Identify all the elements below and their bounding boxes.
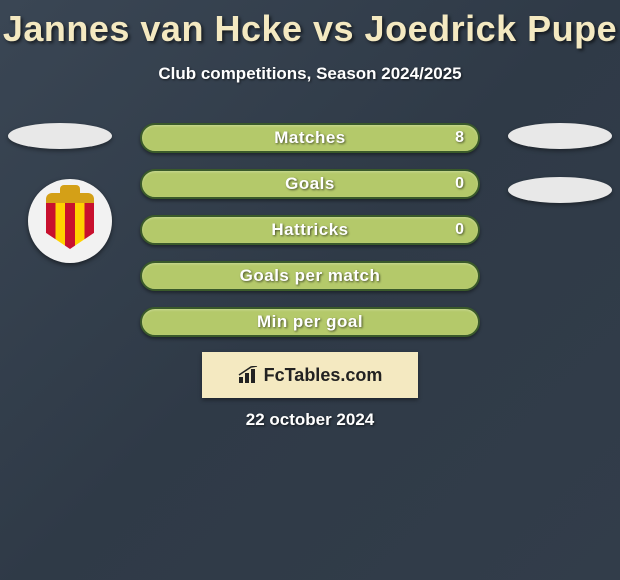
stat-bar-min-per-goal: Min per goal [140,307,480,337]
club-crest [28,179,112,263]
stat-bar-hattricks: Hattricks 0 [140,215,480,245]
brand-box: FcTables.com [202,352,418,398]
stat-value: 0 [455,175,464,193]
stat-label: Goals per match [240,266,381,286]
stat-bar-matches: Matches 8 [140,123,480,153]
player-slot-right-2 [508,177,612,203]
stat-label: Min per goal [257,312,363,332]
player-slot-left [8,123,112,149]
stat-bar-goals-per-match: Goals per match [140,261,480,291]
stat-label: Matches [274,128,346,148]
stat-label: Hattricks [271,220,348,240]
player-slot-right-1 [508,123,612,149]
bar-chart-icon [238,366,260,384]
shield-icon [46,193,94,249]
stat-value: 0 [455,221,464,239]
stat-label: Goals [285,174,335,194]
stats-bars: Matches 8 Goals 0 Hattricks 0 Goals per … [140,123,480,353]
stat-value: 8 [455,129,464,147]
page-title: Jannes van Hcke vs Joedrick Pupe [0,0,620,50]
date-label: 22 october 2024 [0,410,620,430]
brand-label: FcTables.com [264,365,383,386]
brand-text: FcTables.com [238,365,383,386]
stat-bar-goals: Goals 0 [140,169,480,199]
subtitle: Club competitions, Season 2024/2025 [0,64,620,84]
